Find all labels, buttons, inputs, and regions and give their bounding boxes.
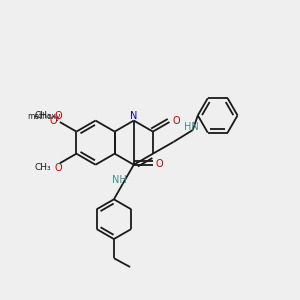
Text: N: N	[130, 111, 137, 121]
Text: CH₃: CH₃	[34, 163, 51, 172]
Text: O: O	[55, 163, 62, 173]
Text: O: O	[172, 116, 180, 126]
Text: O: O	[49, 116, 57, 126]
Text: O: O	[55, 110, 62, 121]
Text: CH₃: CH₃	[34, 111, 51, 120]
Text: NH: NH	[112, 175, 127, 185]
Text: methoxy: methoxy	[27, 112, 60, 121]
Text: O: O	[156, 159, 163, 169]
Text: HN: HN	[184, 122, 199, 132]
